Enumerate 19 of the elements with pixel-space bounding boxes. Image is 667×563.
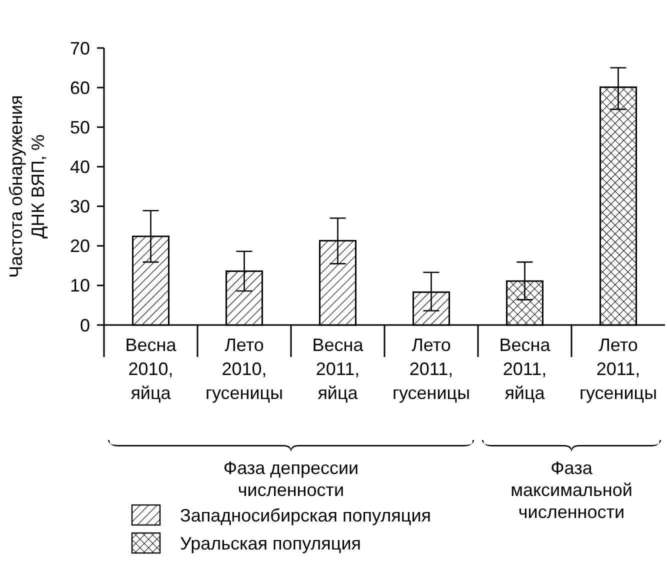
x-tick-label: Весна 2010, яйца [125, 335, 178, 403]
y-tick-label: 20 [70, 236, 90, 256]
y-tick-label: 30 [70, 196, 90, 217]
y-tick-label: 40 [70, 157, 90, 178]
y-tick-label: 50 [70, 117, 90, 138]
x-tick-label: Весна 2011, яйца [499, 335, 552, 403]
x-tick-label: Лето 2011, гусеницы [579, 335, 658, 403]
x-tick-label: Лето 2011, гусеницы [392, 335, 470, 403]
x-tick-label: Лето 2010, гусеницы [205, 335, 284, 403]
y-axis-title: Частота обнаружения ДНК ВЯП, % [6, 95, 48, 278]
legend-label: Уральская популяция [180, 533, 362, 554]
legend-label: Западносибирская популяция [180, 505, 432, 526]
y-tick-label: 10 [70, 276, 90, 296]
text: Фаза максимальной численности [510, 458, 632, 522]
y-tick-label: 70 [70, 38, 90, 58]
x-tick-label: Весна 2011, яйца [312, 335, 364, 403]
text: Фаза депрессии численности [223, 458, 359, 500]
y-tick-label: 60 [70, 78, 90, 98]
y-tick-label: 0 [80, 315, 90, 336]
